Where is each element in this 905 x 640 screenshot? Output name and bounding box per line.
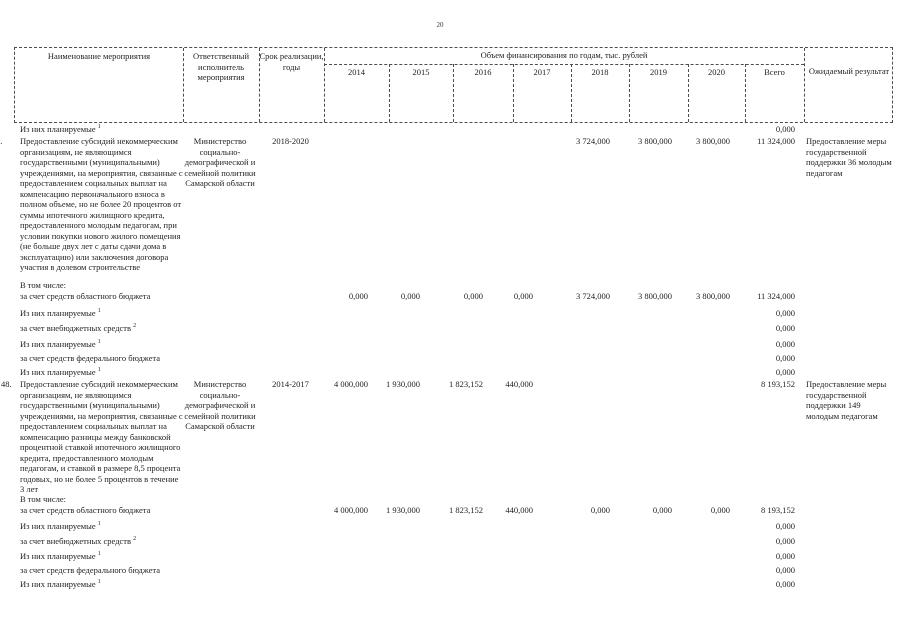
period: 2014-2017	[272, 379, 309, 389]
budget-source-label: Из них планируемые 1	[20, 339, 101, 349]
header-divider	[804, 48, 805, 122]
col-header-activity: Наименование мероприятия	[47, 51, 151, 61]
footnote-marker: 1	[97, 551, 101, 558]
footnote-marker: 1	[97, 367, 101, 374]
funding-2018: 3 724,000	[576, 136, 610, 146]
col-header-2016: 2016	[474, 67, 492, 77]
col-header-executor: Ответственный исполнитель мероприятия	[193, 51, 249, 82]
funding-2014: 4 000,000	[334, 505, 368, 515]
funding-2015: 1 930,000	[386, 379, 420, 389]
funding-2015: 1 930,000	[386, 505, 420, 515]
footnote-marker: 1	[97, 579, 101, 586]
budget-source-label: Из них планируемые 1	[20, 308, 101, 318]
expected-result: Предоставление меры государственной подд…	[806, 136, 892, 178]
budget-source-label: за счет средств федерального бюджета	[20, 565, 161, 575]
funding-2016: 0,000	[463, 291, 483, 301]
col-header-2014: 2014	[348, 67, 365, 77]
funding-2017: 440,000	[505, 505, 533, 515]
col-header-2019: 2019	[650, 67, 667, 77]
funding-total: 11 324,000	[757, 291, 795, 301]
footnote-marker: 1	[97, 339, 101, 346]
header-divider	[453, 64, 454, 122]
footnote-marker: 1	[97, 521, 101, 528]
funding-total: 0,000	[775, 308, 795, 318]
funding-total: 11 324,000	[757, 136, 795, 146]
funding-2020: 0,000	[710, 505, 730, 515]
budget-source-label: Из них планируемые 1	[20, 579, 101, 589]
col-header-2020: 2020	[708, 67, 725, 77]
funding-total: 8 193,152	[761, 379, 795, 389]
footnote-marker: 1	[97, 308, 101, 315]
executor: Министерство социально-демографической и…	[184, 136, 256, 188]
footnote-marker: 1	[97, 124, 101, 131]
item-number: 48.	[1, 379, 12, 389]
header-divider	[324, 64, 804, 65]
funding-2018: 0,000	[590, 505, 610, 515]
funding-2015: 0,000	[400, 291, 420, 301]
header-divider	[745, 64, 746, 122]
expected-result: Предоставление меры государственной подд…	[806, 379, 887, 421]
budget-source-label: Из них планируемые 1	[20, 521, 101, 531]
col-header-period: Срок реализации, годы	[259, 51, 324, 72]
activity-name: Предоставление субсидий некоммерческим о…	[20, 136, 183, 272]
budget-source-label: за счет средств федерального бюджета	[20, 353, 161, 363]
funding-2020: 3 800,000	[696, 136, 730, 146]
footnote-marker: 2	[133, 323, 137, 330]
funding-2016: 1 823,152	[449, 379, 483, 389]
funding-2017: 440,000	[505, 379, 533, 389]
footnote-marker: 2	[133, 536, 137, 543]
header-divider	[571, 64, 572, 122]
funding-total: 0,000	[775, 323, 795, 333]
header-divider	[629, 64, 630, 122]
funding-total: 0,000	[775, 536, 795, 546]
col-header-2015: 2015	[412, 67, 430, 77]
item-number: 7.	[0, 136, 3, 146]
header-divider	[513, 64, 514, 122]
col-header-2018: 2018	[591, 67, 609, 77]
funding-total: 0,000	[775, 551, 795, 561]
funding-total: 0,000	[775, 367, 795, 377]
funding-table-header: Наименование мероприятия Ответственный и…	[14, 47, 893, 123]
funding-2014: 0,000	[348, 291, 368, 301]
funding-total: 0,000	[775, 353, 795, 363]
col-header-result: Ожидаемый результат	[808, 66, 890, 76]
funding-total: 0,000	[775, 124, 795, 134]
header-divider	[183, 48, 184, 122]
period: 2018-2020	[272, 136, 309, 146]
funding-2016: 1 823,152	[449, 505, 483, 515]
budget-source-label: Из них планируемые 1	[20, 367, 101, 377]
header-divider	[389, 64, 390, 122]
budget-source-label: Из них планируемые 1	[20, 124, 101, 134]
col-header-2017: 2017	[533, 67, 551, 77]
header-divider	[324, 48, 325, 122]
funding-total: 8 193,152	[761, 505, 795, 515]
funding-total: 0,000	[775, 579, 795, 589]
funding-2014: 4 000,000	[334, 379, 368, 389]
funding-2020: 3 800,000	[696, 291, 730, 301]
budget-source-label: Из них планируемые 1	[20, 551, 101, 561]
budget-source-label: В том числе: за счет средств областного …	[20, 280, 151, 301]
budget-source-label: за счет внебюджетных средств 2	[20, 323, 137, 333]
col-header-total: Всего	[764, 67, 785, 77]
funding-2017: 0,000	[513, 291, 533, 301]
budget-source-label: В том числе: за счет средств областного …	[20, 494, 151, 515]
activity-name: Предоставление субсидий некоммерческим о…	[20, 379, 183, 494]
funding-2018: 3 724,000	[576, 291, 610, 301]
funding-total: 0,000	[775, 565, 795, 575]
funding-2019: 3 800,000	[638, 291, 672, 301]
budget-source-label: за счет внебюджетных средств 2	[20, 536, 137, 546]
executor: Министерство социально-демографической и…	[184, 379, 256, 431]
page-number: 20	[436, 21, 444, 29]
header-divider	[688, 64, 689, 122]
funding-2019: 0,000	[652, 505, 672, 515]
header-divider	[259, 48, 260, 122]
funding-total: 0,000	[775, 521, 795, 531]
funding-2019: 3 800,000	[638, 136, 672, 146]
col-header-funding: Объем финансирования по годам, тыс. рубл…	[480, 50, 648, 60]
funding-total: 0,000	[775, 339, 795, 349]
